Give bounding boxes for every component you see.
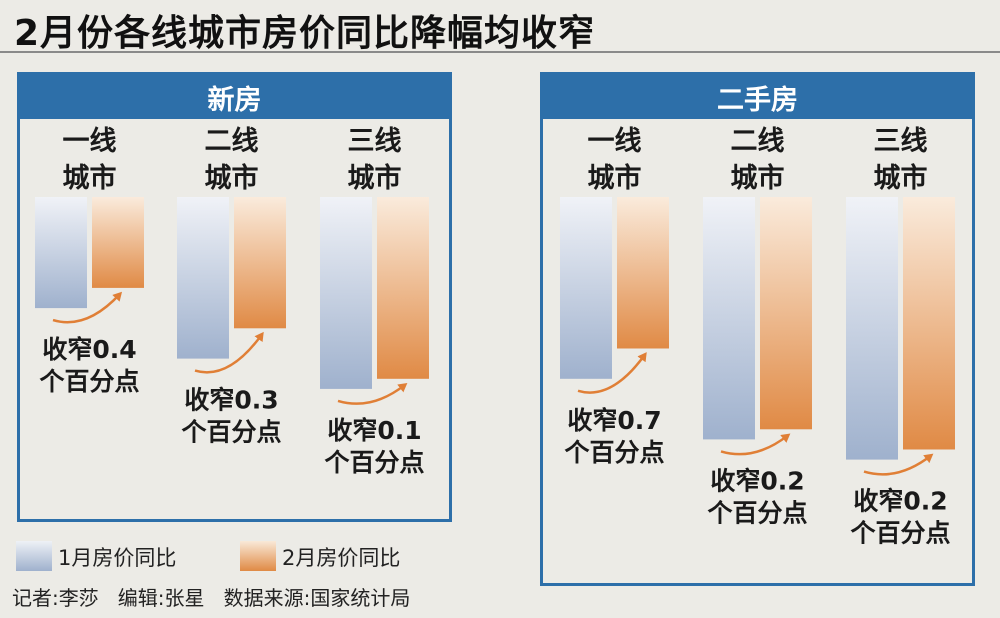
new-annotation-3-line2: 个百分点: [324, 448, 424, 477]
legend-feb-label: 2月房价同比: [282, 546, 401, 570]
second-bar-jan-1: [560, 197, 612, 379]
legend-jan-label: 1月房价同比: [58, 546, 177, 570]
second-category-label-2: 二线: [731, 126, 785, 157]
new-annotation-2: 收窄0.3: [184, 386, 278, 415]
new-bar-feb-2: [234, 197, 286, 329]
new-bar-feb-3: [377, 197, 429, 379]
second-annotation-1-line2: 个百分点: [564, 438, 664, 467]
second-category-label-1: 一线: [588, 126, 642, 157]
second-bar-jan-3: [846, 197, 898, 460]
second-hand-housing-header: 二手房: [543, 75, 972, 119]
new-housing-header: 新房: [20, 75, 449, 119]
new-annotation-1-line2: 个百分点: [39, 367, 139, 396]
second-annotation-3-line2: 个百分点: [850, 519, 950, 548]
second-annotation-2: 收窄0.2: [710, 466, 804, 495]
new-narrowing-arrow-3: [337, 382, 408, 405]
new-bar-feb-1: [92, 197, 144, 288]
new-annotation-1: 收窄0.4: [42, 335, 136, 364]
second-narrowing-arrow-3: [863, 453, 934, 476]
second-bar-feb-2: [760, 197, 812, 430]
legend-feb-swatch: [240, 541, 276, 571]
new-bar-jan-1: [35, 197, 87, 309]
second-annotation-1: 收窄0.7: [567, 406, 661, 435]
second-bar-jan-2: [703, 197, 755, 440]
second-narrowing-arrow-1: [577, 352, 647, 394]
new-category-label-3-line2: 城市: [348, 162, 402, 194]
new-bar-jan-2: [177, 197, 229, 359]
chart-title: 2月份各线城市房价同比降幅均收窄: [14, 13, 596, 54]
new-annotation-2-line2: 个百分点: [181, 418, 281, 447]
second-annotation-3: 收窄0.2: [853, 487, 947, 516]
new-category-label-1-line2: 城市: [63, 162, 117, 194]
second-category-label-2-line2: 城市: [731, 162, 785, 194]
new-category-label-2: 二线: [205, 126, 259, 157]
legend-jan-swatch: [16, 541, 52, 571]
new-category-label-1: 一线: [63, 126, 117, 157]
title-divider: [0, 51, 1000, 53]
second-category-label-1-line2: 城市: [588, 162, 642, 194]
second-bar-feb-3: [903, 197, 955, 450]
second-bar-feb-1: [617, 197, 669, 349]
second-category-label-3-line2: 城市: [874, 162, 928, 194]
credits-line: 记者:李莎 编辑:张星 数据来源:国家统计局: [12, 586, 411, 610]
second-narrowing-arrow-2: [720, 433, 791, 456]
new-narrowing-arrow-2: [194, 331, 264, 374]
new-category-label-2-line2: 城市: [205, 162, 259, 194]
second-annotation-2-line2: 个百分点: [707, 498, 807, 527]
new-narrowing-arrow-1: [52, 291, 123, 324]
second-category-label-3: 三线: [874, 126, 928, 157]
new-annotation-3: 收窄0.1: [327, 416, 421, 445]
new-bar-jan-3: [320, 197, 372, 389]
second-hand-housing-panel: 二手房: [540, 72, 975, 586]
new-category-label-3: 三线: [348, 126, 402, 157]
